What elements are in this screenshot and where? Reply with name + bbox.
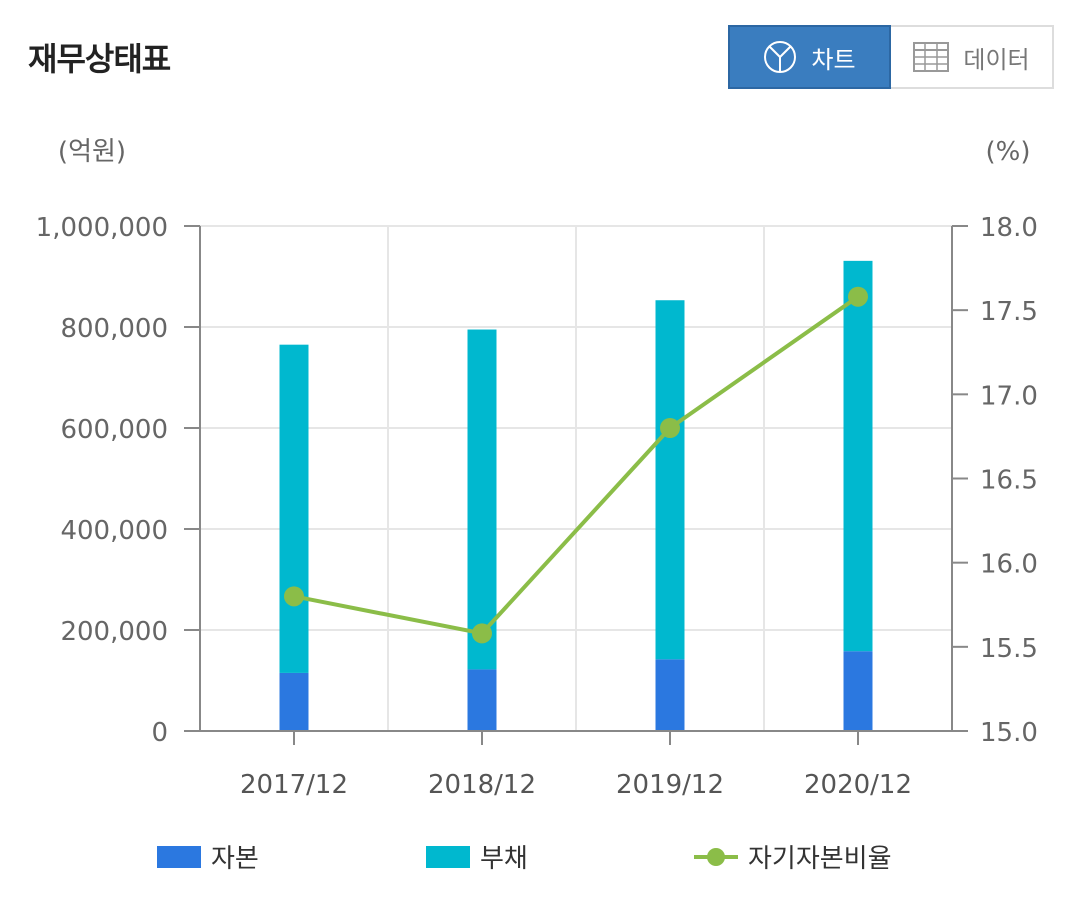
ratio-point[interactable] — [284, 586, 304, 607]
x-tick-label: 2018/12 — [428, 770, 536, 800]
ratio-point[interactable] — [848, 286, 868, 307]
left-tick-label: 800,000 — [60, 314, 168, 344]
bar-equity[interactable] — [655, 659, 685, 731]
bar-liability[interactable] — [655, 300, 685, 660]
pie-chart-icon — [763, 40, 797, 74]
legend-item-ratio[interactable]: 자기자본비율 — [694, 838, 892, 875]
bar-liability[interactable] — [843, 260, 873, 652]
ratio-point[interactable] — [472, 623, 492, 644]
data-view-label: 데이터 — [963, 45, 1030, 74]
left-tick-label: 0 — [151, 718, 168, 748]
chart-view-button[interactable]: 차트 — [728, 25, 891, 89]
legend-label-liability: 부채 — [480, 844, 528, 874]
left-tick-label: 1,000,000 — [36, 213, 168, 243]
bar-liability[interactable] — [467, 329, 497, 670]
legend-item-equity[interactable]: 자본 — [157, 838, 259, 875]
right-tick-label: 18.0 — [980, 213, 1038, 243]
x-tick-label: 2019/12 — [616, 770, 724, 800]
right-tick-label: 16.5 — [980, 466, 1038, 496]
bars — [279, 260, 873, 731]
right-tick-label: 15.5 — [980, 634, 1038, 664]
data-view-button[interactable]: 데이터 — [891, 25, 1054, 89]
tick-labels: 0 200,000 400,000 600,000 800,000 1,000,000 15… — [36, 213, 1038, 800]
table-icon — [913, 42, 950, 72]
right-tick-label: 17.0 — [980, 381, 1038, 411]
equity-swatch — [157, 845, 201, 868]
ratio-line — [284, 286, 868, 644]
page-title: 재무상태표 — [28, 40, 171, 78]
left-tick-label: 200,000 — [60, 617, 168, 647]
left-axis-unit: (억원) — [58, 137, 126, 167]
ratio-line-path — [293, 295, 860, 636]
ratio-point[interactable] — [660, 418, 680, 438]
right-tick-label: 15.0 — [980, 718, 1038, 748]
left-tick-label: 600,000 — [60, 415, 168, 445]
bar-equity[interactable] — [467, 669, 497, 731]
legend-item-liability[interactable]: 부채 — [426, 838, 528, 875]
legend-label-equity: 자본 — [211, 844, 259, 874]
bar-liability[interactable] — [279, 344, 309, 673]
bar-equity[interactable] — [843, 651, 873, 731]
view-toggle: 차트 데이터 — [728, 25, 1054, 89]
left-tick-label: 400,000 — [60, 516, 168, 546]
liability-swatch — [426, 845, 470, 868]
x-tick-label: 2020/12 — [804, 770, 912, 800]
x-tick-label: 2017/12 — [240, 770, 348, 800]
bar-equity[interactable] — [279, 672, 309, 731]
ratio-line-swatch — [694, 845, 738, 869]
chart-view-label: 차트 — [811, 45, 856, 74]
right-tick-label: 17.5 — [980, 297, 1038, 327]
grid — [200, 225, 952, 731]
legend-label-ratio: 자기자본비율 — [748, 844, 892, 874]
right-axis-unit: (%) — [986, 137, 1031, 167]
axes — [184, 225, 968, 745]
right-tick-label: 16.0 — [980, 550, 1038, 580]
legend: 자본 부채 자기자본비율 — [0, 838, 1080, 878]
